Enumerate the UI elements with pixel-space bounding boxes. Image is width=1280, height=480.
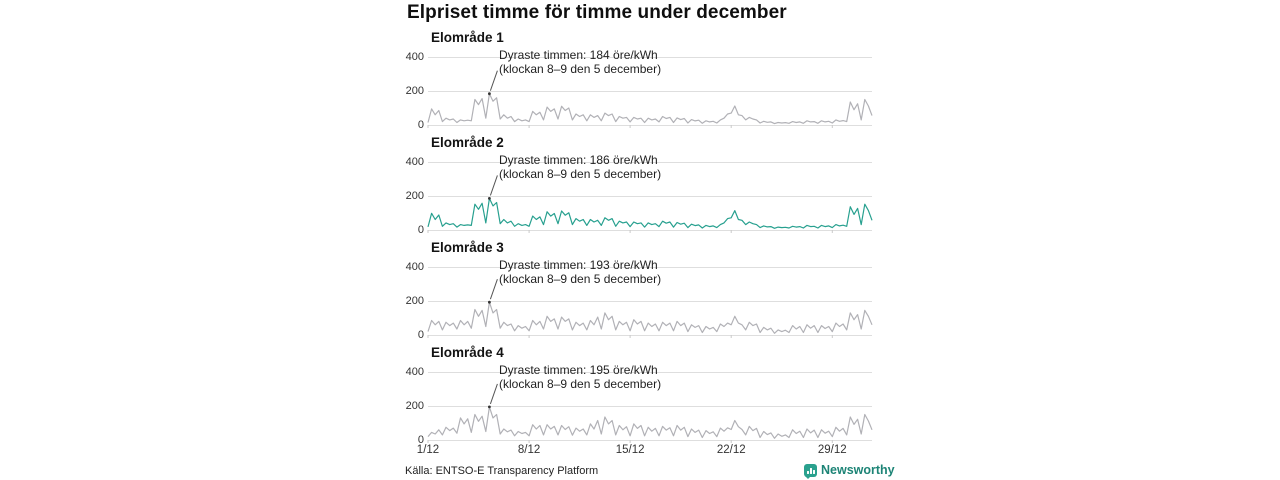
annotation-line-2: (klockan 8–9 den 5 december) [499,166,662,181]
annotation-pointer-line [489,279,498,300]
annotation-pointer-line [489,383,498,405]
y-axis-tick-400: 400 [405,261,424,273]
y-axis-tick-200: 200 [405,295,424,307]
logo-bar [813,470,815,474]
line-chart-panel-elomrade-3: 400 200 0 Dyraste timmen: 193 öre/kWh (k… [406,258,873,341]
line-chart-panel-elomrade-2: 400 200 0 Dyraste timmen: 186 öre/kWh (k… [406,153,873,236]
line-chart-panel-elomrade-4: 400 200 0 Dyraste timmen: 195 öre/kWh (k… [406,363,873,446]
y-axis-tick-200: 200 [405,400,424,412]
y-axis-tick-400: 400 [405,366,424,378]
price-line [427,406,873,439]
gridline-0 [428,335,872,336]
x-axis-tick-29-12: 29/12 [817,444,847,456]
annotation-pointer-line [489,70,498,91]
max-price-annotation: Dyraste timmen: 184 öre/kWh (klockan 8–9… [499,48,662,76]
source-attribution: Källa: ENTSO-E Transparency Platform [405,465,599,477]
gridline-400 [428,57,872,58]
logo-bar [807,471,809,474]
price-line-plot [427,175,873,233]
max-price-annotation: Dyraste timmen: 186 öre/kWh (klockan 8–9… [499,153,662,181]
newsworthy-logo-icon [804,464,817,479]
panel-title-elomrade-4: Elområde 4 [431,345,504,360]
max-price-annotation: Dyraste timmen: 195 öre/kWh (klockan 8–9… [499,363,662,391]
x-axis-tick-15-12: 15/12 [615,444,645,456]
annotation-line-1: Dyraste timmen: 186 öre/kWh [499,153,658,167]
y-axis-tick-0: 0 [417,224,424,236]
x-axis-tick-1-12: 1/12 [416,444,440,456]
gridline-200 [428,91,872,92]
x-axis-tick-8-12: 8/12 [517,444,541,456]
gridline-200 [428,406,872,407]
price-line-plot [427,279,873,338]
gridline-400 [428,267,872,268]
max-price-annotation: Dyraste timmen: 193 öre/kWh (klockan 8–9… [499,258,662,286]
logo-tail [805,476,811,479]
y-axis-tick-400: 400 [405,51,424,63]
annotation-line-2: (klockan 8–9 den 5 december) [499,61,662,76]
annotation-line-1: Dyraste timmen: 195 öre/kWh [499,363,658,377]
panel-title-elomrade-3: Elområde 3 [431,240,504,255]
line-chart-panel-elomrade-1: 400 200 0 Dyraste timmen: 184 öre/kWh (k… [406,48,873,131]
gridline-200 [428,301,872,302]
logo-bar [810,468,812,474]
gridline-400 [428,372,872,373]
annotation-pointer-line [489,175,498,196]
chart-title: Elpriset timme för timme under december [407,2,787,23]
gridline-0 [428,230,872,231]
max-point-dot [488,405,491,409]
max-point-dot [488,92,491,96]
y-axis-tick-0: 0 [417,329,424,341]
y-axis-tick-200: 200 [405,85,424,97]
panel-title-elomrade-1: Elområde 1 [431,30,504,45]
price-line [427,197,873,229]
price-line [427,93,873,125]
gridline-400 [428,162,872,163]
price-line [427,301,873,334]
annotation-line-2: (klockan 8–9 den 5 december) [499,271,662,286]
newsworthy-logo-text: Newsworthy [821,463,895,477]
y-axis-tick-0: 0 [417,434,424,446]
annotation-line-1: Dyraste timmen: 184 öre/kWh [499,48,658,62]
gridline-0 [428,440,872,441]
x-axis-tick-22-12: 22/12 [716,444,746,456]
price-line-plot [427,383,873,443]
panel-title-elomrade-2: Elområde 2 [431,135,504,150]
price-line-plot [427,70,873,128]
max-point-dot [488,300,491,304]
y-axis-tick-400: 400 [405,156,424,168]
annotation-line-1: Dyraste timmen: 193 öre/kWh [499,258,658,272]
annotation-line-2: (klockan 8–9 den 5 december) [499,376,662,391]
y-axis-tick-200: 200 [405,190,424,202]
max-point-dot [488,197,491,200]
y-axis-tick-0: 0 [417,119,424,131]
gridline-0 [428,125,872,126]
gridline-200 [428,196,872,197]
x-axis-labels: 1/12 8/12 15/12 22/12 29/12 [0,444,1280,458]
